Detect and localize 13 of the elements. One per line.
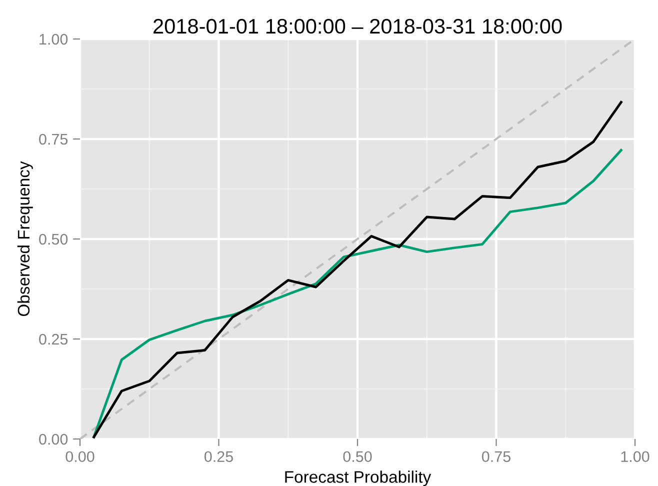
y-tick-label: 0.75 (39, 134, 68, 145)
x-tick-label: 0.25 (204, 451, 233, 462)
y-tick-label: 0.25 (39, 334, 68, 345)
chart-title: 2018-01-01 18:00:00 – 2018-03-31 18:00:00 (154, 18, 562, 34)
y-tick-label: 1.00 (40, 34, 68, 45)
x-tick-label: 0.00 (66, 451, 94, 462)
y-tick-label: 0.00 (39, 434, 68, 445)
y-tick-label: 0.50 (39, 234, 68, 245)
x-tick-label: 0.75 (482, 451, 510, 462)
y-axis-title: Observed Frequency (17, 161, 33, 316)
x-axis-title: Forecast Probability (285, 470, 432, 486)
x-tick-label: 1.00 (621, 451, 650, 462)
x-tick-label: 0.50 (343, 451, 372, 462)
